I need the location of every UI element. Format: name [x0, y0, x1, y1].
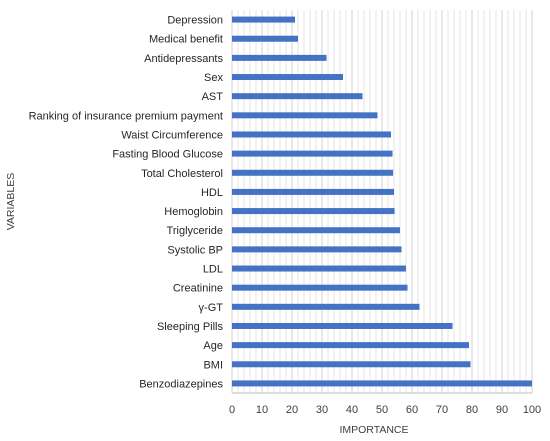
category-label: Ranking of insurance premium payment — [29, 110, 223, 122]
category-label: Sex — [204, 72, 223, 84]
x-tick-label: 20 — [286, 404, 298, 416]
bar — [232, 35, 298, 42]
x-tick-label: 0 — [229, 404, 235, 416]
x-tick-label: 60 — [406, 404, 418, 416]
x-tick-label: 10 — [256, 404, 268, 416]
category-label: Age — [203, 340, 223, 352]
bar — [232, 322, 453, 329]
vertical-gridlines — [231, 10, 533, 393]
x-tick-label: 40 — [346, 404, 358, 416]
bar — [232, 303, 420, 310]
category-label: Depression — [167, 15, 223, 27]
bar — [232, 112, 378, 119]
bar — [232, 208, 395, 215]
category-label: Total Cholesterol — [141, 168, 223, 180]
x-tick-label: 70 — [436, 404, 448, 416]
category-label: Triglyceride — [167, 225, 223, 237]
bar — [232, 93, 363, 100]
bar — [232, 150, 393, 157]
category-label: Medical benefit — [149, 34, 223, 46]
x-axis-title: IMPORTANCE — [339, 424, 408, 436]
bar — [232, 54, 327, 61]
bar — [232, 361, 471, 368]
category-label: Creatinine — [173, 283, 223, 295]
category-label: Waist Circumference — [121, 129, 223, 141]
category-label: AST — [202, 91, 224, 103]
x-tick-label: 100 — [523, 404, 541, 416]
bar — [232, 74, 343, 81]
category-label: Benzodiazepines — [139, 378, 223, 390]
category-label: HDL — [201, 187, 223, 199]
category-label: Antidepressants — [144, 53, 223, 65]
bar — [232, 16, 295, 23]
category-label: Fasting Blood Glucose — [112, 149, 223, 161]
x-tick-label: 30 — [316, 404, 328, 416]
bar — [232, 380, 532, 387]
category-label: LDL — [203, 264, 223, 276]
category-label: Sleeping Pills — [157, 321, 224, 333]
x-tick-label: 90 — [496, 404, 508, 416]
x-tick-label: 50 — [376, 404, 388, 416]
bar — [232, 169, 394, 176]
category-label: Systolic BP — [167, 244, 223, 256]
bar — [232, 265, 406, 272]
bar — [232, 227, 400, 234]
category-label: Hemoglobin — [164, 206, 223, 218]
bar — [232, 284, 408, 291]
y-axis-title: VARIABLES — [5, 173, 17, 231]
bar — [232, 246, 402, 253]
category-label: BMI — [203, 359, 223, 371]
x-axis-tick-labels: 0 10 20 30 40 50 60 70 80 90 100 — [229, 404, 541, 416]
category-label: γ-GT — [199, 302, 224, 314]
bar — [232, 131, 391, 138]
x-tick-label: 80 — [466, 404, 478, 416]
category-labels: Depression Medical benefit Antidepressants… — [29, 15, 224, 391]
bar-series — [232, 16, 532, 387]
bar — [232, 342, 469, 349]
bar — [232, 188, 394, 195]
